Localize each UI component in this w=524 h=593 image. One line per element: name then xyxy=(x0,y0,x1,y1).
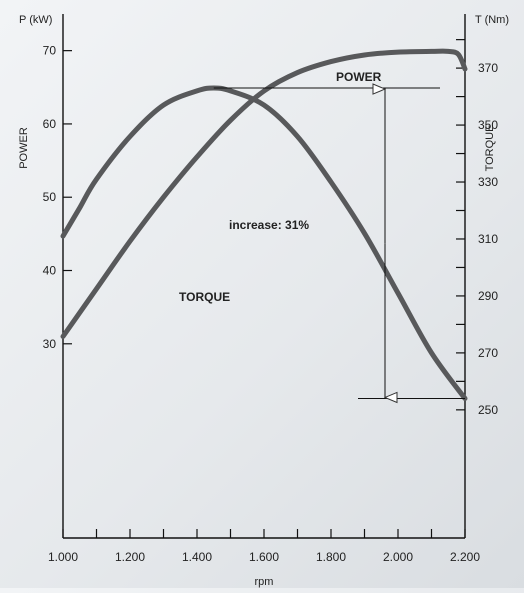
right-tick-label: 350 xyxy=(478,118,498,132)
right-tick-label: 290 xyxy=(478,289,498,303)
left-tick-label: 60 xyxy=(43,117,57,131)
left-tick-label: 50 xyxy=(43,190,57,204)
right-tick-label: 270 xyxy=(478,346,498,360)
left-tick-label: 70 xyxy=(43,44,57,58)
x-axis-title: rpm xyxy=(255,576,274,588)
x-tick-label: 1.400 xyxy=(182,550,212,564)
torque-curve xyxy=(60,85,468,401)
torque-series-label: TORQUE xyxy=(179,290,230,304)
left-axis-title: POWER xyxy=(18,127,30,169)
right-tick-label: 250 xyxy=(478,403,498,417)
left-tick-label: 40 xyxy=(43,264,57,278)
right-axis-unit-label: T (Nm) xyxy=(475,14,509,26)
right-tick-label: 370 xyxy=(478,61,498,75)
left-axis-unit-label: P (kW) xyxy=(19,14,52,26)
power-curve xyxy=(60,48,468,339)
x-tick-label: 2.000 xyxy=(383,550,413,564)
x-tick-label: 1.000 xyxy=(48,550,78,564)
right-tick-label: 310 xyxy=(478,232,498,246)
x-tick-label: 1.800 xyxy=(316,550,346,564)
x-tick-label: 2.200 xyxy=(450,550,480,564)
x-tick-label: 1.600 xyxy=(249,550,279,564)
right-tick-label: 330 xyxy=(478,175,498,189)
x-tick-label: 1.200 xyxy=(115,550,145,564)
power-series-label: POWER xyxy=(336,70,382,84)
left-tick-label: 30 xyxy=(43,337,57,351)
increase-annotation-label: increase: 31% xyxy=(229,218,309,232)
right-axis-title: TORQUE xyxy=(484,125,496,172)
